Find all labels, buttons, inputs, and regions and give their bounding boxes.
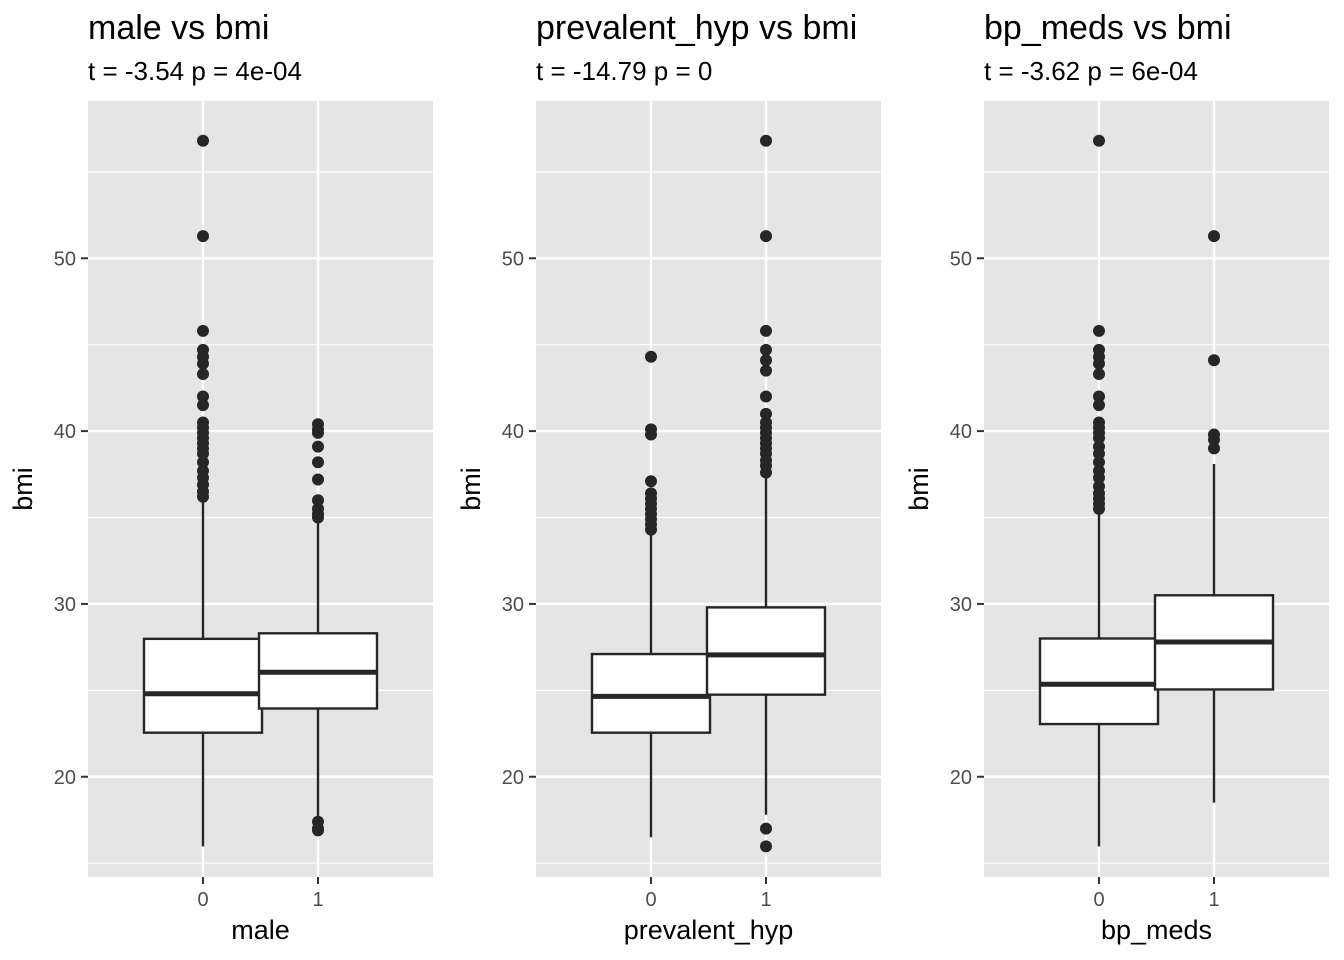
outlier-point <box>1093 134 1105 147</box>
x-axis-title: male <box>231 915 290 945</box>
outlier-point <box>1208 442 1220 455</box>
y-tick-label: 20 <box>950 767 972 789</box>
panel-background <box>536 101 881 877</box>
y-axis-title: bmi <box>8 467 38 511</box>
outlier-point <box>197 490 209 503</box>
outlier-point <box>760 230 772 243</box>
outlier-point <box>197 447 209 460</box>
y-tick-label: 40 <box>502 421 524 443</box>
chart-subtitle: t = -14.79 p = 0 <box>536 56 712 86</box>
chart-subtitle: t = -3.54 p = 4e-04 <box>88 56 302 86</box>
outlier-point <box>312 426 324 439</box>
outlier-point <box>312 824 324 837</box>
outlier-point <box>1208 354 1220 367</box>
chart-title: prevalent_hyp vs bmi <box>536 9 857 47</box>
outlier-point <box>760 364 772 377</box>
box-0 <box>142 134 264 847</box>
outlier-point <box>197 134 209 147</box>
box-1 <box>705 134 827 853</box>
outlier-point <box>1093 368 1105 381</box>
outlier-point <box>760 466 772 479</box>
y-axis-title: bmi <box>456 467 486 511</box>
y-tick-label: 40 <box>54 421 76 443</box>
outlier-point <box>312 473 324 486</box>
x-axis-title: bp_meds <box>1101 915 1212 945</box>
x-tick-label: 0 <box>197 889 208 911</box>
y-tick-label: 30 <box>502 594 524 616</box>
outlier-point <box>1093 390 1105 403</box>
outlier-point <box>645 523 657 536</box>
chart-panel-1: male vs bmi t = -3.54 p = 4e-04 20 30 40 50 0 1… <box>8 9 433 945</box>
outlier-point <box>1093 324 1105 337</box>
x-tick-label: 1 <box>1208 889 1219 911</box>
outlier-point <box>645 475 657 488</box>
y-tick-label: 50 <box>950 248 972 270</box>
outlier-point <box>1093 432 1105 445</box>
panel-background <box>88 101 433 877</box>
outlier-point <box>760 840 772 853</box>
outlier-point <box>1093 357 1105 370</box>
outlier-point <box>197 399 209 412</box>
x-tick-label: 0 <box>1093 889 1104 911</box>
iqr-box <box>590 652 712 734</box>
chart-title: bp_meds vs bmi <box>984 9 1232 47</box>
outlier-point <box>312 440 324 453</box>
outlier-point <box>1093 456 1105 469</box>
iqr-box <box>1038 637 1160 726</box>
outlier-point <box>312 456 324 469</box>
box-0 <box>590 350 712 838</box>
outlier-point <box>197 324 209 337</box>
panel-background <box>984 101 1329 877</box>
outlier-point <box>1093 502 1105 515</box>
outlier-point <box>760 134 772 147</box>
outlier-point <box>1093 471 1105 484</box>
outlier-point <box>1093 447 1105 460</box>
y-tick-label: 50 <box>502 248 524 270</box>
outlier-point <box>197 357 209 370</box>
box-1 <box>257 418 379 837</box>
outlier-point <box>645 428 657 441</box>
outlier-point <box>760 324 772 337</box>
outlier-point <box>197 368 209 381</box>
outlier-point <box>645 350 657 363</box>
outlier-point <box>760 407 772 420</box>
x-tick-label: 1 <box>760 889 771 911</box>
y-tick-label: 30 <box>950 594 972 616</box>
x-tick-label: 1 <box>312 889 323 911</box>
x-axis-title: prevalent_hyp <box>624 915 794 945</box>
outlier-point <box>197 390 209 403</box>
chart-subtitle: t = -3.62 p = 6e-04 <box>984 56 1198 86</box>
box-1 <box>1153 230 1275 803</box>
y-tick-label: 30 <box>54 594 76 616</box>
outlier-point <box>760 343 772 356</box>
y-tick-label: 40 <box>950 421 972 443</box>
outlier-point <box>312 511 324 524</box>
y-tick-label: 20 <box>502 767 524 789</box>
chart-panel-3: bp_meds vs bmi t = -3.62 p = 6e-04 20 30 40 5… <box>904 9 1329 945</box>
y-tick-label: 20 <box>54 767 76 789</box>
chart-panel-2: prevalent_hyp vs bmi t = -14.79 p = 0 20 30… <box>456 9 881 945</box>
outlier-point <box>1208 230 1220 243</box>
chart-title: male vs bmi <box>88 9 269 47</box>
outlier-point <box>1093 399 1105 412</box>
outlier-point <box>312 494 324 507</box>
outlier-point <box>1208 433 1220 446</box>
outlier-point <box>197 456 209 469</box>
y-axis-title: bmi <box>904 467 934 511</box>
y-tick-label: 50 <box>54 248 76 270</box>
x-tick-label: 0 <box>645 889 656 911</box>
outlier-point <box>760 354 772 367</box>
iqr-box <box>142 637 264 734</box>
outlier-point <box>197 230 209 243</box>
iqr-box <box>705 606 827 696</box>
outlier-point <box>760 390 772 403</box>
outlier-point <box>760 822 772 835</box>
